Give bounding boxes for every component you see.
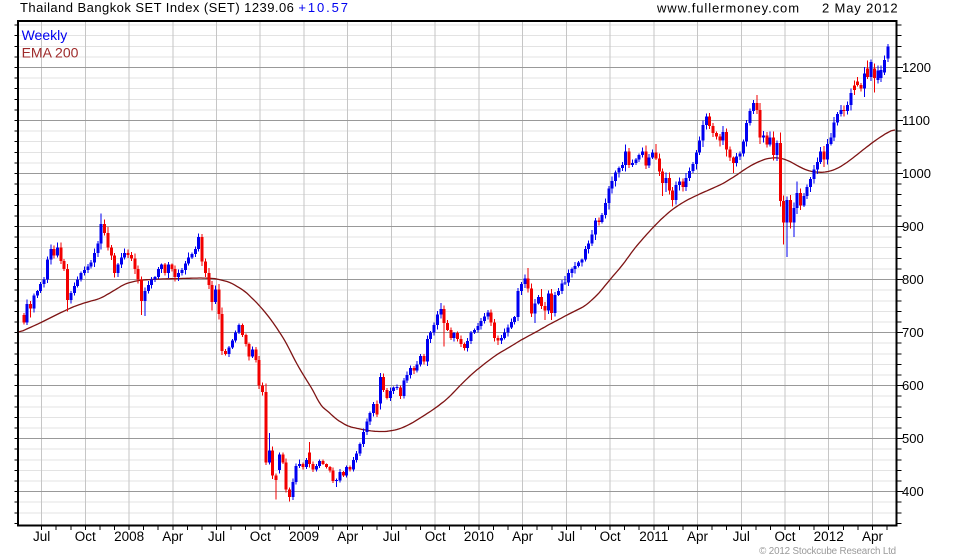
svg-text:2008: 2008 bbox=[114, 529, 144, 544]
svg-text:800: 800 bbox=[902, 272, 924, 287]
svg-text:Oct: Oct bbox=[250, 529, 271, 544]
svg-text:2012: 2012 bbox=[814, 529, 844, 544]
svg-text:900: 900 bbox=[902, 219, 924, 234]
svg-text:EMA 200: EMA 200 bbox=[22, 45, 79, 61]
svg-text:Apr: Apr bbox=[337, 529, 359, 544]
svg-text:1100: 1100 bbox=[902, 113, 930, 128]
svg-text:Oct: Oct bbox=[75, 529, 96, 544]
svg-text:2009: 2009 bbox=[289, 529, 319, 544]
svg-text:1000: 1000 bbox=[902, 166, 931, 181]
svg-text:Apr: Apr bbox=[162, 529, 184, 544]
svg-text:Apr: Apr bbox=[687, 529, 709, 544]
svg-text:Jul: Jul bbox=[558, 529, 575, 544]
svg-text:Apr: Apr bbox=[512, 529, 534, 544]
svg-text:Jul: Jul bbox=[383, 529, 400, 544]
svg-text:© 2012 Stockcube Research Ltd: © 2012 Stockcube Research Ltd bbox=[759, 546, 896, 557]
svg-text:Oct: Oct bbox=[425, 529, 446, 544]
svg-text:2 May 2012: 2 May 2012 bbox=[822, 0, 898, 15]
svg-text:2010: 2010 bbox=[464, 529, 494, 544]
svg-text:Jul: Jul bbox=[208, 529, 225, 544]
svg-text:Jul: Jul bbox=[733, 529, 750, 544]
svg-text:2011: 2011 bbox=[639, 529, 668, 544]
svg-text:500: 500 bbox=[902, 431, 924, 446]
svg-text:600: 600 bbox=[902, 378, 924, 393]
svg-text:1200: 1200 bbox=[902, 60, 931, 75]
svg-text:Weekly: Weekly bbox=[22, 27, 68, 43]
svg-text:Jul: Jul bbox=[33, 529, 50, 544]
svg-text:Apr: Apr bbox=[862, 529, 884, 544]
svg-text:400: 400 bbox=[902, 484, 924, 499]
svg-text:www.fullermoney.com: www.fullermoney.com bbox=[656, 0, 800, 15]
svg-text:700: 700 bbox=[902, 325, 924, 340]
svg-text:Oct: Oct bbox=[600, 529, 621, 544]
svg-text:Thailand Bangkok SET Index (SE: Thailand Bangkok SET Index (SET) 1239.06… bbox=[20, 0, 350, 15]
svg-text:Oct: Oct bbox=[774, 529, 795, 544]
